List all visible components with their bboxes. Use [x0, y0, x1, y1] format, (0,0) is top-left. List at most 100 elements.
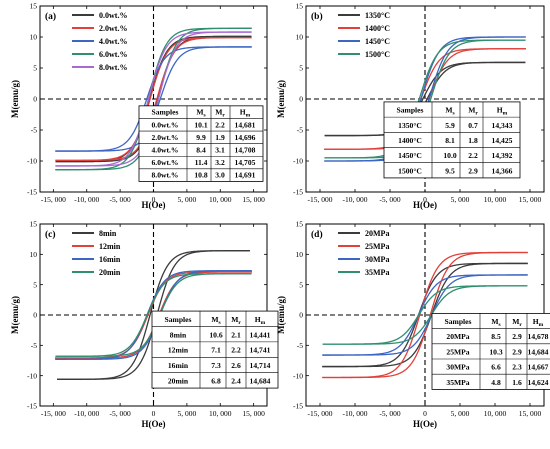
table-cell: 2.0wt.%: [152, 133, 179, 142]
legend-label: 1500°C: [365, 50, 390, 59]
legend: 8min 12min 16min 20min: [72, 229, 121, 277]
x-tick-label: 10, 000: [209, 409, 232, 418]
legend-label: 20MPa: [365, 229, 389, 238]
series-line-return: [55, 36, 252, 162]
table-cell: 10.8: [194, 171, 207, 180]
table-header-cell: Ms: [445, 106, 454, 117]
table-header-cell: Samples: [444, 317, 471, 326]
data-table: Samples Ms Mr Hm 0.0wt.% 10.1 2.2 14,681 2.0wt.%…: [138, 105, 264, 182]
legend: 1350°C 1400°C 1450°C 1500°C: [338, 11, 390, 59]
series-line-return: [322, 274, 528, 356]
series-line-return: [324, 48, 526, 150]
y-axis-label: M(emu/g): [10, 80, 20, 118]
legend: 0.0wt.% 2.0wt.% 4.0wt.% 6.0wt.% 8.0wt.%: [72, 11, 127, 72]
table-header-cell: Samples: [164, 315, 191, 324]
table-cell: 2.6: [231, 361, 241, 370]
x-tick-label: -10, 000: [343, 409, 368, 418]
table-cell: 6.8: [211, 376, 221, 385]
x-tick-label: 5, 000: [178, 409, 197, 418]
table-cell: 14,441: [250, 330, 271, 339]
table-cell: 7.3: [211, 361, 221, 370]
y-tick-label: 10: [296, 250, 304, 259]
y-tick-label: 10: [30, 250, 38, 259]
table-cell: 2.4: [231, 376, 241, 385]
table-cell: 8min: [170, 330, 187, 339]
table-cell: 10.6: [209, 330, 222, 339]
x-axis-label: H(Oe): [142, 419, 166, 429]
table-cell: 9.5: [445, 166, 455, 175]
x-tick-label: -10, 000: [74, 195, 99, 204]
legend-label: 30MPa: [365, 255, 389, 264]
x-tick-label: 15, 000: [519, 195, 542, 204]
table-cell: 8.5: [491, 332, 501, 341]
x-tick-label: 0: [423, 195, 427, 204]
table-header-cell: Mr: [215, 108, 225, 119]
y-tick-label: -15: [27, 188, 37, 197]
legend-label: 0.0wt.%: [99, 11, 127, 20]
table-header-cell: Hm: [255, 315, 266, 326]
x-tick-label: -5, 000: [109, 195, 130, 204]
table-header-cell: Mr: [512, 317, 522, 328]
table-cell: 14,624: [528, 378, 549, 387]
table-header-cell: Hm: [497, 106, 508, 117]
table-header-cell: Mr: [231, 315, 241, 326]
table-cell: 14,681: [235, 120, 256, 129]
legend-label: 6.0wt.%: [99, 50, 127, 59]
table-cell: 9.9: [196, 133, 206, 142]
x-tick-label: 5, 000: [451, 195, 470, 204]
table-cell: 14,667: [528, 363, 549, 372]
legend-label: 35MPa: [365, 268, 389, 277]
data-table: Samples Ms Mr Hm 8min 10.6 2.1 14,441 12min 7.1 2.…: [151, 310, 279, 389]
table-cell: 14,343: [492, 121, 513, 130]
table-cell: 4.0wt.%: [152, 145, 179, 154]
table-cell: 0.0wt.%: [152, 120, 179, 129]
y-tick-label: -10: [293, 371, 303, 380]
x-tick-label: 10, 000: [484, 409, 507, 418]
panel-label: (a): [45, 11, 56, 22]
chart-panel: -15, 000 -10, 000 -5, 000 0 5, 000 10, 000 15,…: [276, 220, 550, 429]
legend-label: 25MPa: [365, 242, 389, 251]
legend-label: 16min: [99, 255, 121, 264]
table-cell: 1400°C: [398, 136, 422, 145]
series-line-return: [55, 31, 252, 167]
table-cell: 20MPa: [446, 332, 469, 341]
y-axis-label: M(emu/g): [276, 80, 286, 118]
table-cell: 8.1: [445, 136, 455, 145]
y-tick-label: 15: [30, 220, 38, 229]
x-tick-label: -15, 000: [41, 409, 66, 418]
table-cell: 2.2: [468, 151, 478, 160]
table-cell: 5.9: [445, 121, 455, 130]
x-axis-label: H(Oe): [413, 200, 437, 210]
x-tick-label: 15, 000: [519, 409, 542, 418]
data-table: Samples Ms Mr Hm 1350°C 5.9 0.7 14,343 1400°C 8.1…: [383, 101, 521, 179]
chart-panel: -15, 000 -10, 000 -5, 000 0 5, 000 10, 000 15,…: [10, 220, 279, 429]
curve-group: [322, 251, 528, 379]
x-axis-label: H(Oe): [413, 419, 437, 429]
legend-label: 12min: [99, 242, 121, 251]
y-tick-label: -5: [297, 126, 303, 135]
y-tick-label: -5: [31, 126, 37, 135]
x-tick-label: 5, 000: [178, 195, 197, 204]
table-cell: 1.6: [512, 378, 522, 387]
table-cell: 30MPa: [446, 363, 469, 372]
table-cell: 10.0: [443, 151, 456, 160]
legend-label: 1400°C: [365, 24, 390, 33]
legend-label: 20min: [99, 268, 121, 277]
table-cell: 8.4: [196, 145, 206, 154]
x-tick-label: -15, 000: [308, 409, 333, 418]
x-tick-label: 0: [423, 409, 427, 418]
y-tick-label: 15: [296, 220, 304, 229]
table-frame: [431, 312, 550, 390]
chart-panel: -15, 000 -10, 000 -5, 000 0 5, 000 10, 000 15,…: [276, 2, 545, 210]
table-cell: 14,705: [235, 158, 256, 167]
table-cell: 14,741: [250, 346, 271, 355]
y-tick-label: 5: [33, 280, 37, 289]
table-cell: 14,714: [250, 361, 271, 370]
y-tick-label: -15: [27, 402, 37, 411]
y-tick-label: 10: [296, 33, 304, 42]
y-tick-label: 5: [299, 280, 303, 289]
legend: 20MPa 25MPa 30MPa 35MPa: [338, 229, 389, 277]
series-line-return: [324, 39, 526, 159]
table-header-cell: Ms: [491, 317, 500, 328]
